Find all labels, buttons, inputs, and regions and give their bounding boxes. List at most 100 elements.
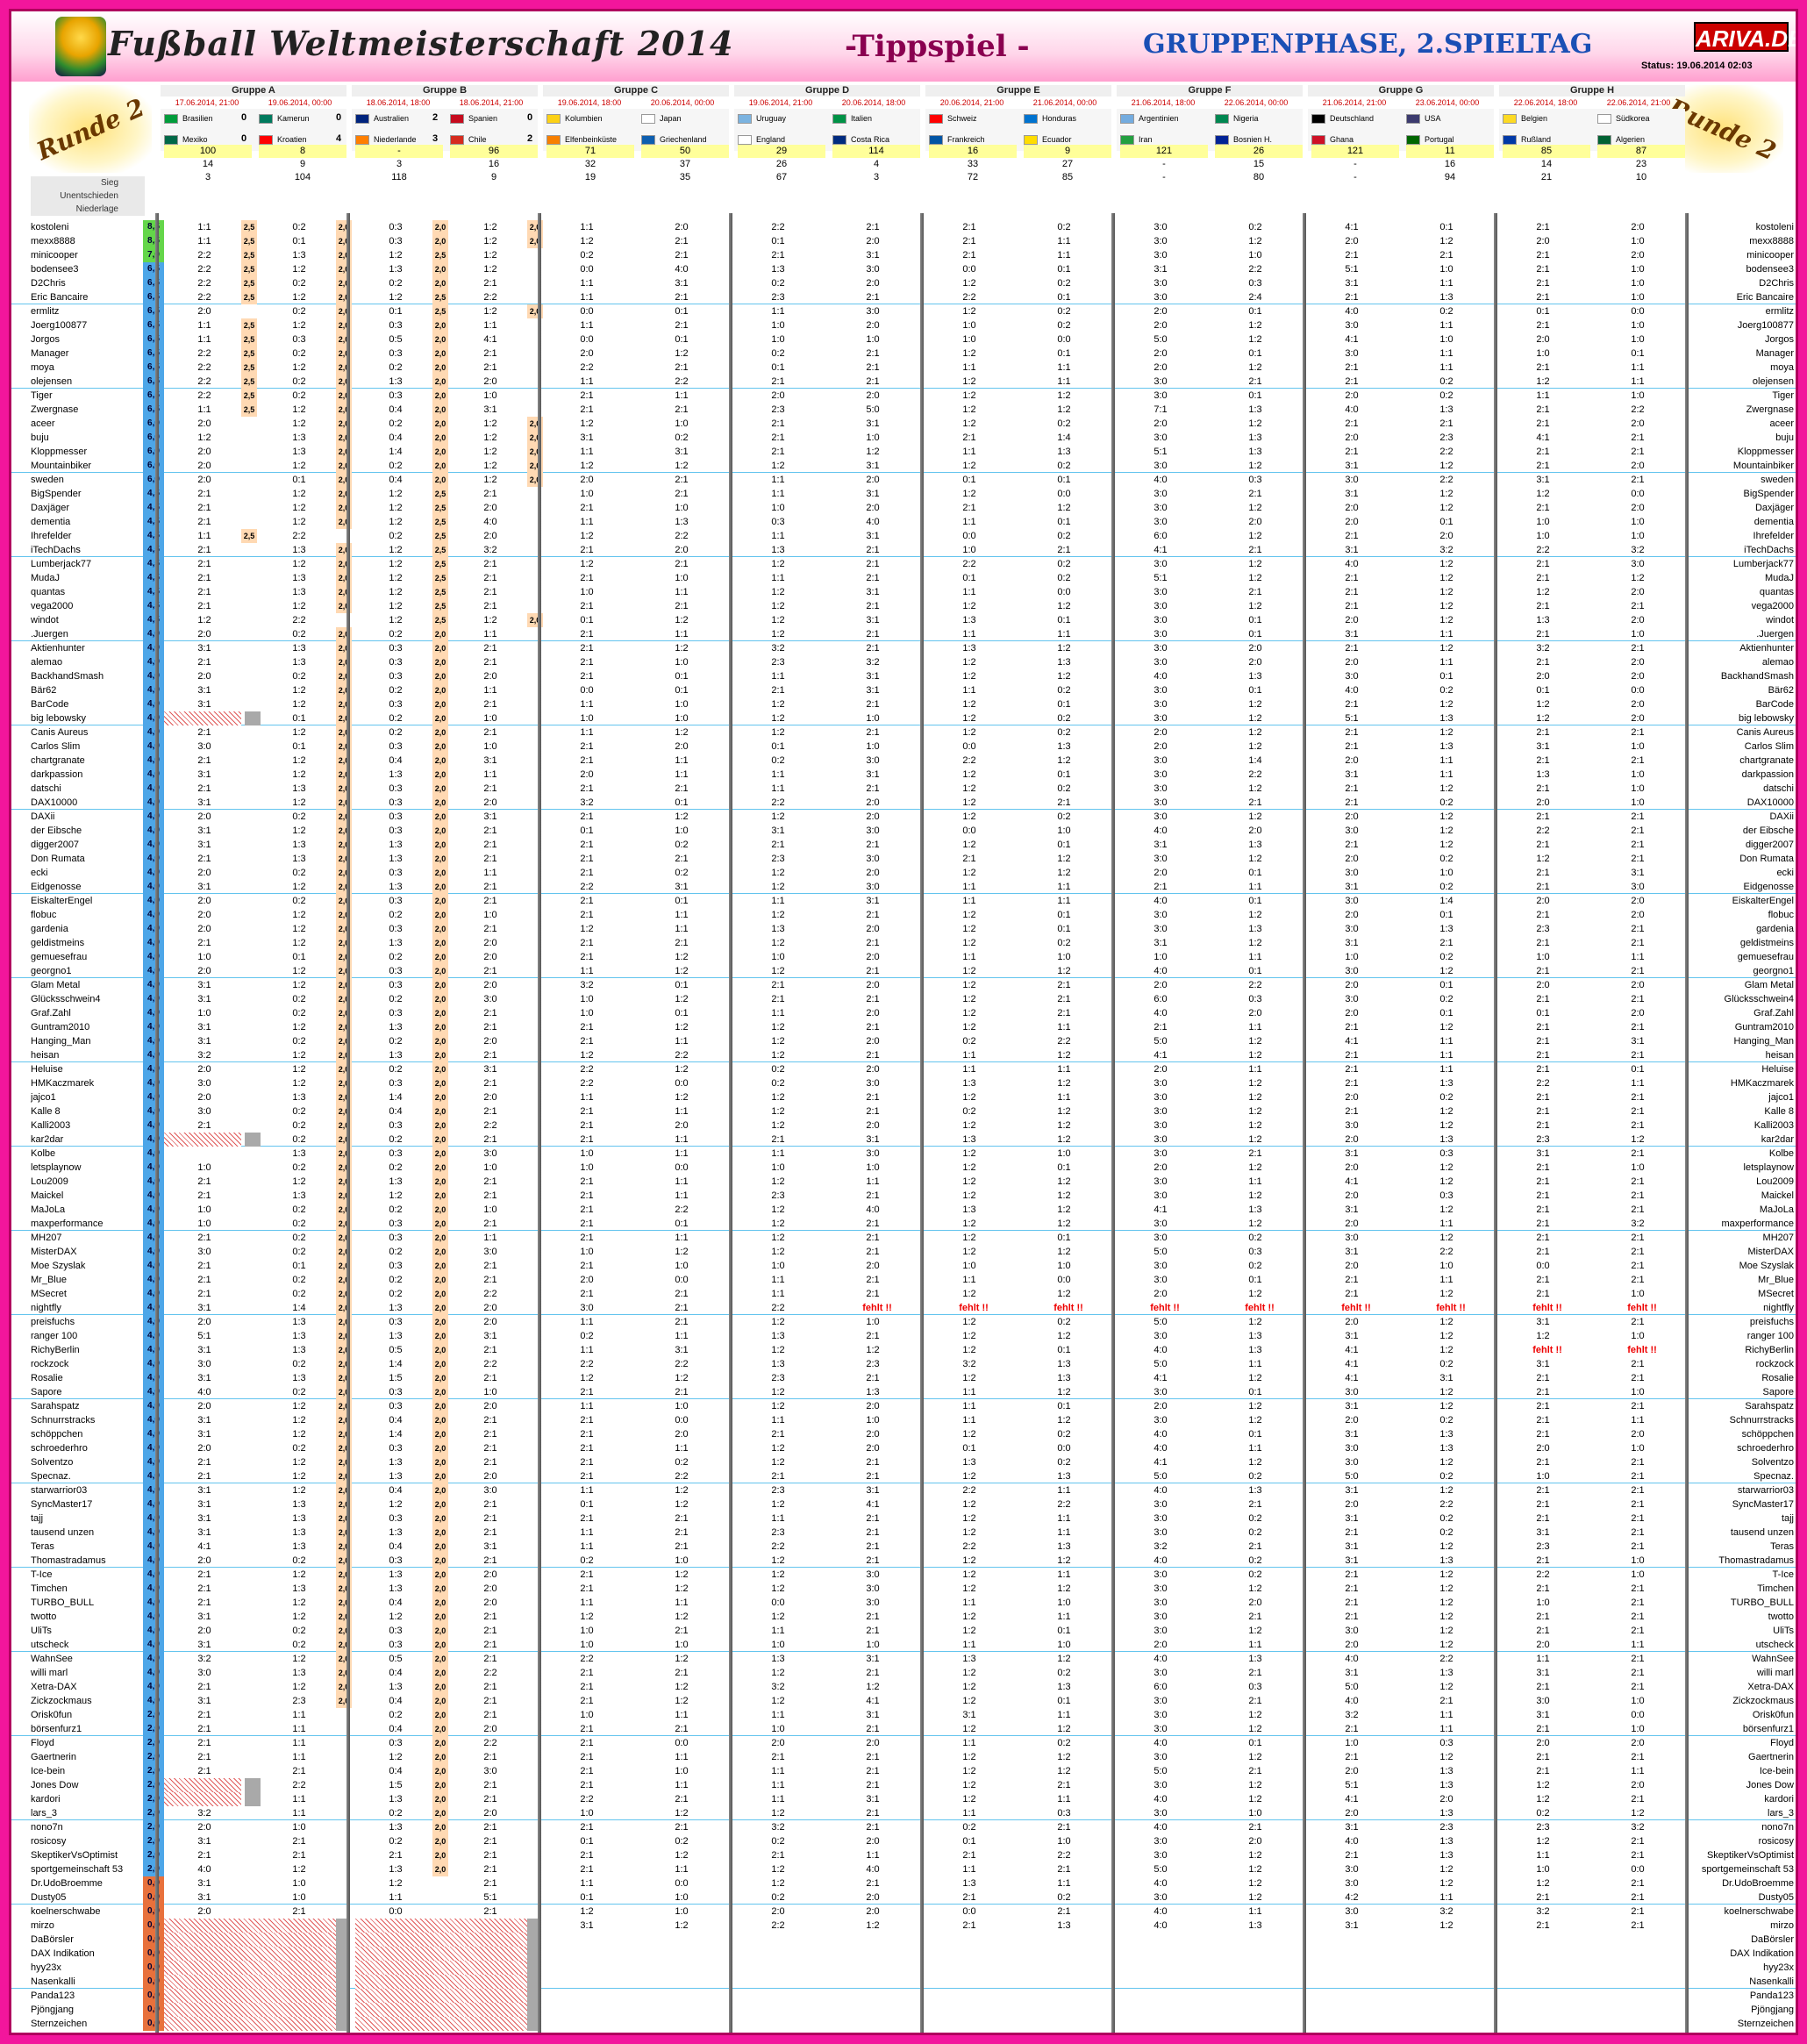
- player-name[interactable]: bodensee3: [31, 264, 79, 275]
- player-name[interactable]: Floyd: [31, 1738, 54, 1748]
- player-name[interactable]: Ihrefelder: [31, 531, 72, 541]
- player-name[interactable]: Glücksschwein4: [31, 994, 101, 1004]
- player-name-right[interactable]: DAX10000: [1746, 797, 1794, 808]
- player-name[interactable]: windot: [31, 615, 59, 625]
- player-name[interactable]: preisfuchs: [31, 1317, 75, 1327]
- player-name[interactable]: Kalli2003: [31, 1120, 71, 1131]
- player-name[interactable]: big lebowsky: [31, 713, 86, 724]
- player-name-right[interactable]: geldistmeins: [1739, 938, 1794, 948]
- player-name[interactable]: SyncMaster17: [31, 1499, 93, 1510]
- player-name[interactable]: darkpassion: [31, 769, 83, 780]
- player-name[interactable]: Xetra-DAX: [31, 1682, 77, 1692]
- player-name-right[interactable]: quantas: [1759, 587, 1794, 597]
- player-name-right[interactable]: gardenia: [1756, 924, 1794, 934]
- player-name[interactable]: Kolbe: [31, 1148, 56, 1159]
- player-name[interactable]: rockzock: [31, 1359, 69, 1369]
- player-name-right[interactable]: Ice-bein: [1759, 1766, 1794, 1776]
- player-name[interactable]: kardori: [31, 1794, 61, 1805]
- player-name[interactable]: gemuesefrau: [31, 952, 88, 962]
- player-name[interactable]: DAX Indikation: [31, 1948, 95, 1959]
- player-name[interactable]: jajco1: [31, 1092, 56, 1103]
- player-name[interactable]: mirzo: [31, 1920, 54, 1931]
- player-name[interactable]: Bär62: [31, 685, 57, 696]
- player-name-right[interactable]: rockzock: [1755, 1359, 1794, 1369]
- player-name-right[interactable]: Daxjäger: [1754, 503, 1794, 513]
- player-name-right[interactable]: mirzo: [1770, 1920, 1794, 1931]
- player-name-right[interactable]: sweden: [1761, 475, 1794, 485]
- player-name[interactable]: mexx8888: [31, 236, 75, 247]
- player-name-right[interactable]: dementia: [1753, 517, 1794, 527]
- player-name[interactable]: buju: [31, 432, 49, 443]
- player-name-right[interactable]: DaBörsler: [1751, 1934, 1794, 1945]
- player-name[interactable]: Ice-bein: [31, 1766, 66, 1776]
- player-name-right[interactable]: darkpassion: [1741, 769, 1794, 780]
- player-name-right[interactable]: der Eibsche: [1742, 825, 1794, 836]
- player-name-right[interactable]: Lou2009: [1756, 1176, 1794, 1187]
- player-name-right[interactable]: Tiger: [1772, 390, 1794, 401]
- player-name-right[interactable]: Aktienhunter: [1739, 643, 1794, 654]
- player-name-right[interactable]: MudaJ: [1764, 573, 1794, 583]
- player-name-right[interactable]: Mountainbiker: [1732, 461, 1794, 471]
- player-name-right[interactable]: Kalle 8: [1764, 1106, 1794, 1117]
- player-name[interactable]: Lumberjack77: [31, 559, 92, 569]
- player-name-right[interactable]: nightfly: [1763, 1303, 1794, 1313]
- player-name[interactable]: willi marl: [31, 1668, 68, 1678]
- player-name-right[interactable]: Dr.UdoBroemme: [1722, 1878, 1794, 1889]
- player-name[interactable]: Heluise: [31, 1064, 63, 1075]
- player-name[interactable]: MudaJ: [31, 573, 61, 583]
- player-name[interactable]: EiskalterEngel: [31, 896, 93, 906]
- player-name[interactable]: börsenfurz1: [31, 1724, 82, 1734]
- player-name[interactable]: rosicosy: [31, 1836, 67, 1847]
- player-name-right[interactable]: willi marl: [1756, 1668, 1794, 1678]
- player-name-right[interactable]: iTechDachs: [1744, 545, 1794, 555]
- player-name-right[interactable]: Dusty05: [1758, 1892, 1794, 1903]
- player-name[interactable]: sweden: [31, 475, 64, 485]
- player-name[interactable]: Nasenkalli: [31, 1976, 75, 1987]
- player-name-right[interactable]: TURBO_BULL: [1730, 1597, 1794, 1608]
- player-name[interactable]: Gaertnerin: [31, 1752, 76, 1762]
- player-name-right[interactable]: tausend unzen: [1730, 1527, 1794, 1538]
- player-name[interactable]: Dr.UdoBroemme: [31, 1878, 103, 1889]
- player-name-right[interactable]: Solventzo: [1751, 1457, 1794, 1468]
- player-name-right[interactable]: Mr_Blue: [1758, 1275, 1794, 1285]
- player-name-right[interactable]: starwarrior03: [1737, 1485, 1794, 1496]
- player-name-right[interactable]: Floyd: [1770, 1738, 1794, 1748]
- player-name[interactable]: Solventzo: [31, 1457, 74, 1468]
- player-name[interactable]: Zwergnase: [31, 404, 79, 415]
- player-name-right[interactable]: kostoleni: [1755, 222, 1794, 232]
- player-name[interactable]: Pjöngjang: [31, 2005, 74, 2015]
- player-name[interactable]: georgno1: [31, 966, 72, 976]
- player-name[interactable]: moya: [31, 362, 54, 373]
- player-name[interactable]: hyy23x: [31, 1962, 61, 1973]
- player-name[interactable]: geldistmeins: [31, 938, 85, 948]
- player-name[interactable]: Glam Metal: [31, 980, 81, 990]
- player-name-right[interactable]: heisan: [1765, 1050, 1794, 1061]
- player-name-right[interactable]: SyncMaster17: [1732, 1499, 1794, 1510]
- player-name-right[interactable]: alemao: [1761, 657, 1794, 668]
- player-name-right[interactable]: BigSpender: [1743, 489, 1795, 499]
- player-name[interactable]: kostoleni: [31, 222, 69, 232]
- player-name[interactable]: Maickel: [31, 1190, 64, 1201]
- player-name-right[interactable]: gemuesefrau: [1737, 952, 1794, 962]
- player-name-right[interactable]: WahnSee: [1752, 1654, 1794, 1664]
- player-name-right[interactable]: Kolbe: [1768, 1148, 1794, 1159]
- player-name[interactable]: Aktienhunter: [31, 643, 85, 654]
- player-name[interactable]: Sternzeichen: [31, 2019, 88, 2029]
- player-name-right[interactable]: koelnerschwabe: [1724, 1906, 1795, 1917]
- ariva-logo[interactable]: ARIVA.DE: [1694, 22, 1796, 52]
- player-name[interactable]: Guntram2010: [31, 1022, 90, 1033]
- player-name-right[interactable]: hyy23x: [1763, 1962, 1794, 1973]
- player-name-right[interactable]: Manager: [1755, 348, 1794, 359]
- player-name-right[interactable]: minicooper: [1746, 250, 1794, 261]
- player-name[interactable]: Kalle 8: [31, 1106, 61, 1117]
- player-name[interactable]: datschi: [31, 783, 61, 794]
- player-name-right[interactable]: buju: [1775, 432, 1794, 443]
- player-name[interactable]: Mountainbiker: [31, 461, 92, 471]
- player-name[interactable]: D2Chris: [31, 278, 66, 289]
- player-name-right[interactable]: rosicosy: [1758, 1836, 1794, 1847]
- player-name[interactable]: Teras: [31, 1541, 54, 1552]
- player-name[interactable]: ecki: [31, 868, 48, 878]
- player-name-right[interactable]: Orisk0fun: [1752, 1710, 1794, 1720]
- player-name-right[interactable]: T-Ice: [1772, 1569, 1794, 1580]
- player-name[interactable]: olejensen: [31, 376, 73, 387]
